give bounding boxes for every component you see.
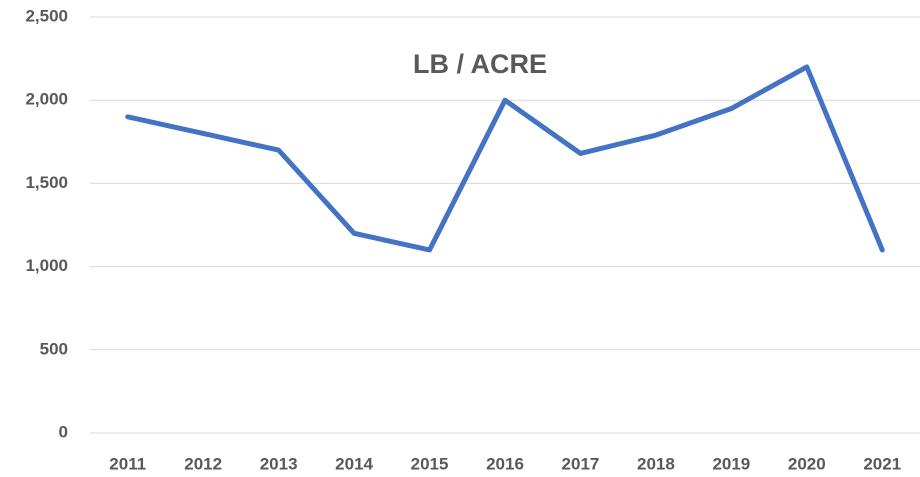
y-tick-label: 1,500 xyxy=(25,173,68,192)
x-tick-label: 2021 xyxy=(863,454,901,473)
x-tick-label: 2016 xyxy=(486,454,524,473)
x-tick-label: 2018 xyxy=(637,454,675,473)
x-tick-label: 2013 xyxy=(260,454,298,473)
x-tick-label: 2019 xyxy=(712,454,750,473)
data-line xyxy=(125,64,885,253)
x-tick-label: 2014 xyxy=(335,454,373,473)
x-tick-label: 2012 xyxy=(184,454,222,473)
y-tick-label: 1,000 xyxy=(25,256,68,275)
x-tick-label: 2015 xyxy=(411,454,449,473)
y-tick-label: 0 xyxy=(59,422,68,441)
y-tick-label: 500 xyxy=(40,339,68,358)
chart-title: LB / ACRE xyxy=(413,49,547,79)
y-tick-label: 2,500 xyxy=(25,6,68,25)
x-tick-label: 2017 xyxy=(562,454,600,473)
x-tick-label: 2020 xyxy=(788,454,826,473)
x-tick-label: 2011 xyxy=(109,454,146,473)
y-tick-label: 2,000 xyxy=(25,90,68,109)
